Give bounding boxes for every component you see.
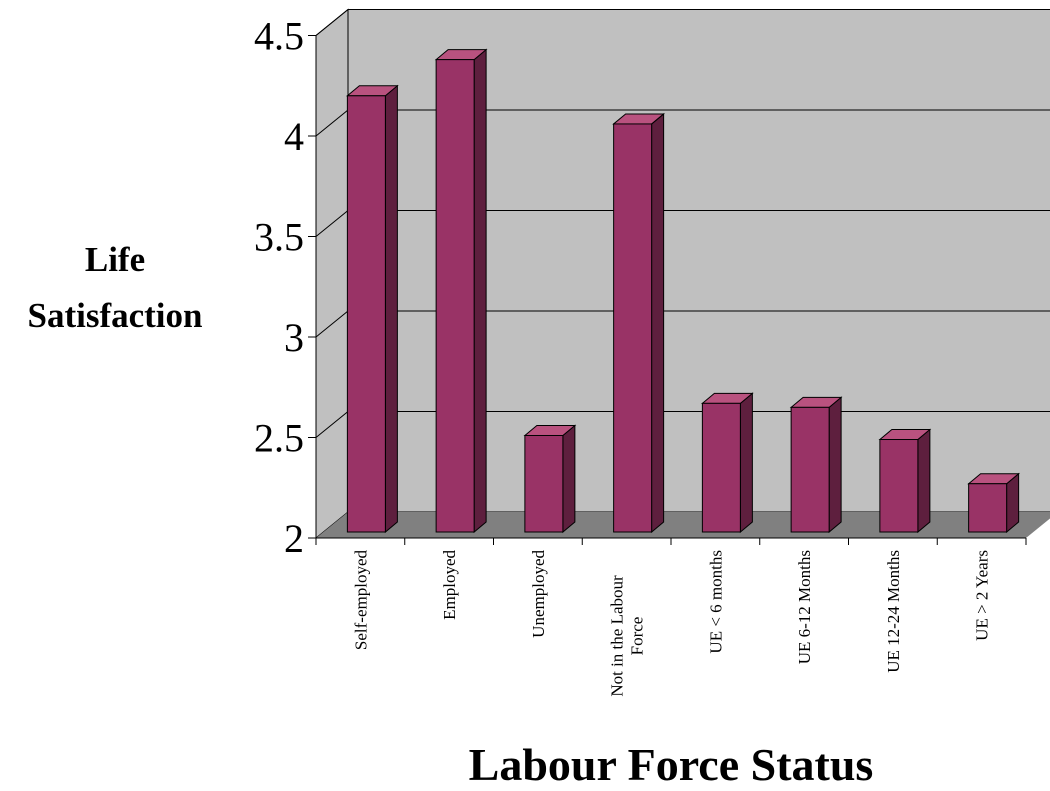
x-tick-label: UE 12-24 Months: [884, 550, 903, 673]
bar: [345, 84, 399, 534]
bar-front: [790, 406, 830, 533]
y-tick-label: 3.5: [254, 215, 304, 260]
side-wall: [315, 8, 349, 540]
y-tick-label: 4: [284, 114, 304, 159]
bar-front: [524, 434, 564, 533]
bar-side: [828, 396, 842, 534]
y-axis-title-line2: Satisfaction: [27, 296, 203, 335]
bar-side: [651, 112, 665, 534]
x-tick-label: Not in the LabourForce: [608, 575, 647, 697]
bar: [967, 472, 1021, 534]
x-tick-label: UE 6-12 Months: [795, 550, 814, 664]
y-tick-label: 2: [284, 516, 304, 561]
bar: [523, 424, 577, 534]
bar-side: [562, 424, 576, 534]
bar: [878, 428, 932, 534]
bar: [789, 396, 843, 534]
bar-front: [346, 95, 386, 533]
bar-front: [968, 483, 1008, 533]
bar: [700, 392, 754, 534]
bar-front: [435, 59, 475, 533]
bar-front: [701, 402, 741, 533]
x-tick-label: Employed: [440, 550, 459, 620]
floor: [316, 512, 1050, 538]
y-tick-label: 3: [284, 315, 304, 360]
bar-front: [613, 123, 653, 533]
x-tick-label: Unemployed: [529, 550, 548, 638]
x-tick-label: UE < 6 months: [706, 550, 725, 654]
x-tick-label: Self-employed: [351, 550, 370, 651]
y-tick-label: 4.5: [254, 14, 304, 59]
bar-side: [739, 392, 753, 534]
y-tick-label: 2.5: [254, 416, 304, 461]
bar-front: [879, 439, 919, 533]
y-axis-title-line1: Life: [84, 240, 146, 279]
bar: [434, 48, 488, 534]
x-tick-label: UE > 2 Years: [973, 550, 992, 641]
bar: [612, 112, 666, 534]
bar-side: [473, 48, 487, 534]
bar-side: [917, 428, 931, 534]
bar-side: [384, 84, 398, 534]
x-axis-title: Labour Force Status: [468, 739, 874, 790]
gridline: [315, 9, 1050, 36]
